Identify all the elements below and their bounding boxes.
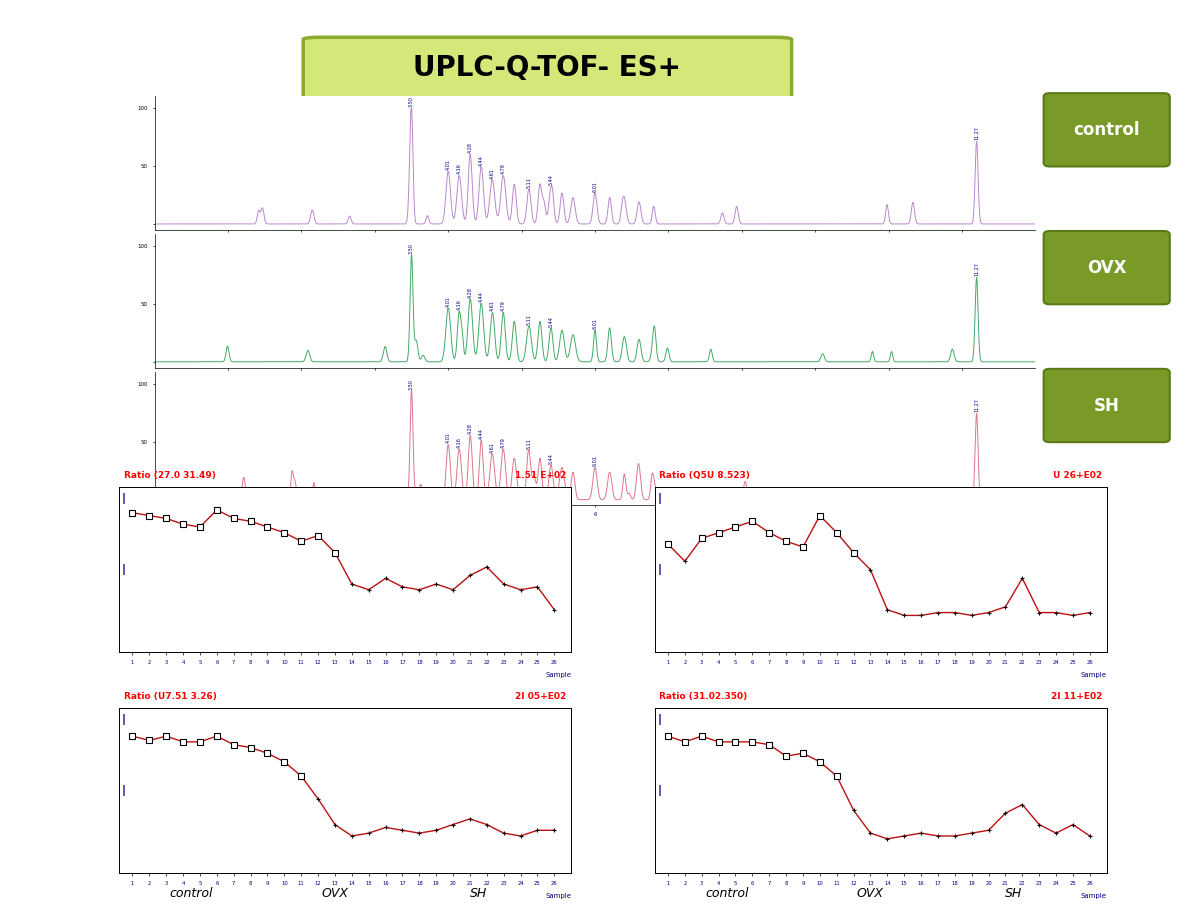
Text: 3.50: 3.50	[409, 243, 414, 254]
Text: 4.79: 4.79	[501, 164, 506, 175]
FancyBboxPatch shape	[303, 38, 791, 98]
Text: SH: SH	[470, 888, 487, 901]
Text: 5.11: 5.11	[526, 176, 532, 187]
Text: |: |	[123, 493, 126, 504]
Text: 6.01: 6.01	[593, 456, 597, 467]
Text: 4.61: 4.61	[490, 442, 495, 453]
Text: Sample: Sample	[545, 893, 571, 899]
Text: 11.27: 11.27	[975, 399, 979, 413]
Text: SH: SH	[1006, 888, 1022, 901]
Text: 4.79: 4.79	[501, 437, 506, 448]
Text: 4.28: 4.28	[468, 287, 472, 298]
Text: 4.01: 4.01	[446, 159, 451, 170]
Text: SH: SH	[1094, 396, 1120, 414]
Text: OVX: OVX	[321, 888, 349, 901]
Text: 4.61: 4.61	[490, 168, 495, 179]
Text: |: |	[123, 713, 126, 724]
Text: |: |	[658, 785, 662, 796]
Text: Ratio (27.0 31.49): Ratio (27.0 31.49)	[124, 471, 215, 481]
Text: 4.28: 4.28	[468, 424, 472, 435]
Text: 1.51 E+02: 1.51 E+02	[515, 471, 566, 481]
Text: 3.50: 3.50	[409, 379, 414, 390]
Text: |: |	[123, 785, 126, 796]
Text: Ratio (Q5U 8.523): Ratio (Q5U 8.523)	[659, 471, 750, 481]
Text: 4.44: 4.44	[478, 154, 484, 165]
FancyBboxPatch shape	[1044, 93, 1170, 166]
Text: |: |	[123, 564, 126, 575]
Text: 4.28: 4.28	[468, 142, 472, 153]
Text: 5.44: 5.44	[549, 175, 553, 185]
Text: 3.50: 3.50	[409, 96, 414, 107]
Text: 6.01: 6.01	[593, 319, 597, 329]
Text: Ratio (31.02.350): Ratio (31.02.350)	[659, 692, 747, 701]
Text: Sample: Sample	[1081, 893, 1107, 899]
Text: |: |	[658, 493, 662, 504]
Text: Sample: Sample	[545, 673, 571, 678]
Text: 2I 11+E02: 2I 11+E02	[1051, 692, 1102, 701]
Text: 4.16: 4.16	[457, 300, 462, 311]
Text: control: control	[1073, 120, 1140, 139]
Text: 4.16: 4.16	[457, 437, 462, 448]
Text: OVX: OVX	[1086, 258, 1127, 277]
Text: 4.01: 4.01	[446, 296, 451, 307]
Text: 4.01: 4.01	[446, 433, 451, 444]
Text: 2I 05+E02: 2I 05+E02	[515, 692, 566, 701]
Text: 4.16: 4.16	[457, 164, 462, 175]
Text: U 26+E02: U 26+E02	[1053, 471, 1102, 481]
Text: control: control	[706, 888, 749, 901]
Text: 4.61: 4.61	[490, 301, 495, 312]
Text: 11.27: 11.27	[975, 262, 979, 277]
Text: 6.01: 6.01	[593, 181, 597, 192]
Text: 5.44: 5.44	[549, 316, 553, 326]
Text: 5.11: 5.11	[526, 438, 532, 449]
Text: |: |	[658, 564, 662, 575]
Text: 4.44: 4.44	[478, 428, 484, 439]
Text: 4.79: 4.79	[501, 301, 506, 312]
FancyBboxPatch shape	[1044, 369, 1170, 442]
FancyBboxPatch shape	[1044, 231, 1170, 304]
Text: 4.44: 4.44	[478, 291, 484, 302]
Text: Sample: Sample	[1081, 673, 1107, 678]
Text: 5.11: 5.11	[526, 314, 532, 324]
Text: |: |	[658, 713, 662, 724]
Text: OVX: OVX	[857, 888, 884, 901]
Text: Ratio (U7.51 3.26): Ratio (U7.51 3.26)	[124, 692, 217, 701]
Text: UPLC-Q-TOF- ES+: UPLC-Q-TOF- ES+	[413, 54, 682, 82]
Text: 11.27: 11.27	[975, 126, 979, 141]
Text: control: control	[170, 888, 213, 901]
Text: 5.44: 5.44	[549, 453, 553, 464]
